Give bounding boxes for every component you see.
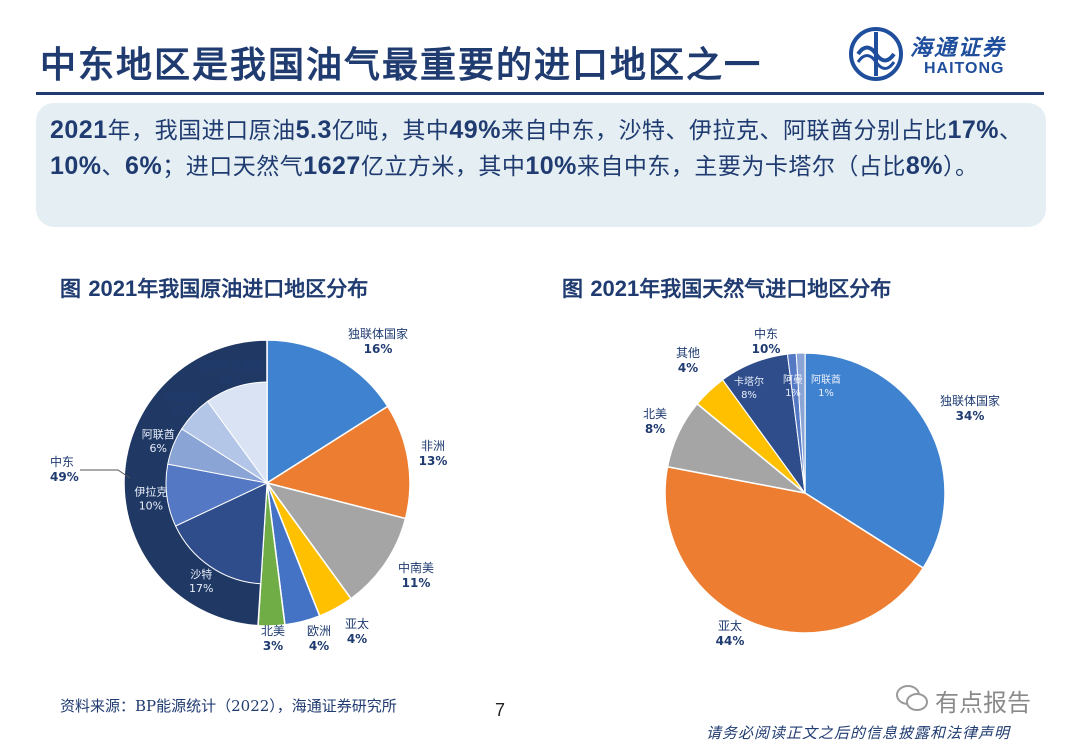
gas-chart-title-text: 年我国天然气进口地区分布 [639,276,892,301]
pie-label-gas: 34% [956,409,985,423]
pie-label-gas: 4% [678,361,698,375]
pie-sub-label: 17% [189,582,213,595]
oil-chart-title-year: 2021 [88,276,138,301]
summary-segment: 来自中东，沙特、伊拉克、阿联酋分别占比 [500,118,948,144]
pie-sub-label-gas: 阿曼 [783,374,803,386]
page-title: 中东地区是我国油气最重要的进口地区之一 [40,44,763,86]
company-logo: 海通证券 HAITONG [848,26,1048,86]
pie-label-gas: 44% [716,634,745,648]
pie-label-gas: 10% [752,342,781,356]
summary-segment: 10% [50,152,102,180]
watermark: 有点报告 [935,689,1031,717]
pie-label: 13% [419,454,448,468]
summary-segment: 年，我国进口原油 [107,118,296,144]
summary-box: 2021年，我国进口原油5.3亿吨，其中49%来自中东，沙特、伊拉克、阿联酋分别… [36,103,1046,227]
pie-slice [804,352,946,570]
pie-sub-label: 沙特 [190,567,212,581]
pie-sub-label: 科威特 [165,390,198,404]
pie-slice [664,465,925,634]
pie-slice [265,481,407,600]
pie-sub-label: 伊拉克 [134,485,167,499]
source-note: 资料来源：BP能源统计（2022），海通证券研究所 [60,697,397,715]
pie-sub-label: 10% [219,374,243,387]
pie-sub-label-gas: 1% [785,388,801,399]
summary-segment: ；进口天然气 [162,154,304,180]
pie-sub-label-gas: 卡塔尔 [734,375,764,388]
summary-segment: 49% [449,116,501,144]
pie-label: 非洲 [421,439,445,453]
summary-segment: 8% [905,152,943,180]
pie-label: 亚太 [345,616,369,631]
summary-segment: 2021 [50,116,108,144]
pie-label: 独联体国家 [348,326,408,341]
pie-sub-label: 6% [149,442,166,455]
pie-label: 中南美 [398,560,434,575]
wechat-icon [896,685,928,711]
pie-label: 中东 [50,454,74,469]
pie-label: 4% [309,639,329,653]
haitong-emblem-icon [849,27,903,81]
pie-sub-label-gas: 1% [818,388,834,399]
pie-label-gas: 中东 [754,326,778,341]
summary-segment: 亿吨，其中 [331,118,450,144]
pie-label: 3% [263,639,283,653]
summary-segment: 、 [101,154,126,180]
disclaimer: 请务必阅读正文之后的信息披露和法律声明 [706,724,1011,742]
pie-slice [266,339,389,485]
summary-text: 2021年，我国进口原油5.3亿吨，其中49%来自中东，沙特、伊拉克、阿联酋分别… [50,113,1035,185]
summary-segment: 亿立方米，其中 [360,154,526,180]
summary-segment: 来自中东，主要为卡塔尔（占比 [576,154,906,180]
pie-slice [265,405,411,520]
pie-sub-label-gas: 阿联酋 [811,373,841,386]
summary-segment: ）。 [943,154,979,180]
summary-segment: 、 [998,118,1023,144]
summary-segment: 6% [125,152,163,180]
summary-segment: 10% [525,152,577,180]
summary-segment: 1627 [303,152,361,180]
logo-english-text: HAITONG [924,60,1005,77]
pie-leader-line [80,469,131,479]
pie-label: 4% [347,632,367,646]
pie-sub-label: 6% [173,405,190,418]
pie-sub-slice [795,352,806,494]
pie-label: 北美 [261,624,285,638]
pie-label-gas: 8% [645,422,665,436]
pie-label: 49% [50,470,79,484]
pie-sub-slice [206,381,268,485]
oil-chart-title: 图 2021年我国原油进口地区分布 [60,273,368,303]
summary-segment: 17% [947,116,999,144]
pie-label: 11% [402,576,431,590]
pie-label: 欧洲 [307,624,331,638]
summary-segment: 5.3 [295,116,332,144]
pie-sub-label: 10% [139,500,163,513]
pie-label-gas: 亚太 [718,618,742,633]
page-number: 7 [495,700,506,720]
pie-sub-slice [174,482,268,585]
gas-chart-title-year: 2021 [590,276,640,301]
oil-chart-title-text: 年我国原油进口地区分布 [137,276,369,301]
oil-chart-title-prefix: 图 [60,276,81,301]
gas-chart-title-prefix: 图 [562,276,583,301]
pie-sub-label-gas: 8% [741,390,757,401]
logo-chinese-text: 海通证券 [910,35,1007,61]
title-divider [36,92,1044,95]
pie-sub-label: 其他中东国家 [198,359,264,373]
pie-label-gas: 其他 [676,346,700,360]
pie-label-gas: 北美 [643,407,667,421]
pie-sub-label: 阿联酋 [142,427,175,441]
pie-label: 16% [364,342,393,356]
gas-chart-title: 图 2021年我国天然气进口地区分布 [562,273,891,303]
pie-label-gas: 独联体国家 [940,393,1000,408]
